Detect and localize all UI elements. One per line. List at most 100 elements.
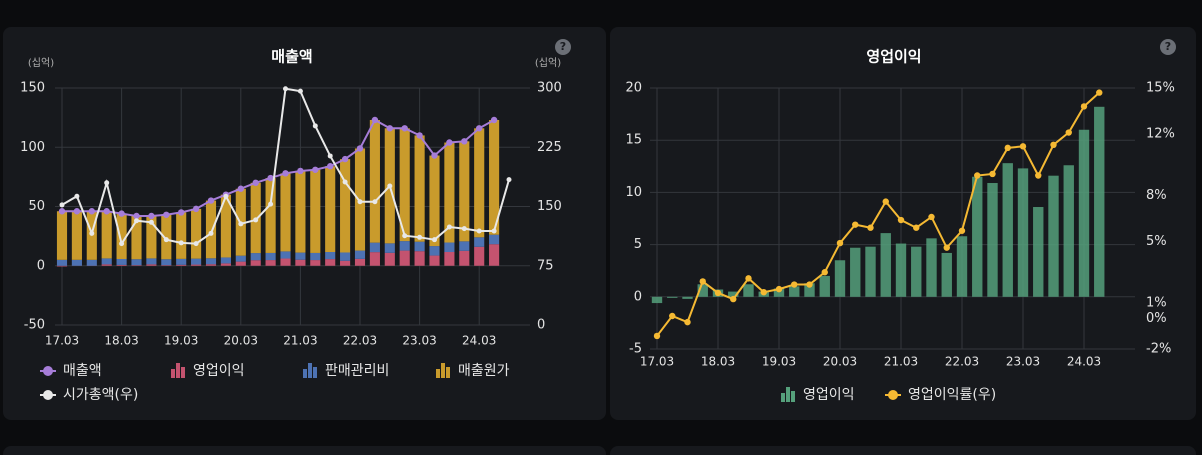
bar bbox=[489, 119, 500, 235]
point bbox=[699, 278, 706, 285]
point bbox=[192, 205, 200, 213]
bar bbox=[220, 257, 231, 264]
point bbox=[371, 116, 379, 124]
bar bbox=[429, 246, 440, 256]
point bbox=[491, 228, 497, 234]
help-icon[interactable] bbox=[1160, 39, 1176, 55]
y2-tick-label: 225 bbox=[537, 140, 562, 155]
x-tick-label: 19.03 bbox=[164, 334, 198, 348]
bar bbox=[250, 260, 261, 266]
bar bbox=[459, 250, 470, 266]
bar bbox=[71, 259, 82, 266]
point bbox=[178, 209, 185, 216]
bar bbox=[161, 259, 172, 266]
bar bbox=[295, 252, 306, 260]
legend-icon bbox=[43, 390, 53, 400]
bar bbox=[743, 284, 754, 297]
point bbox=[119, 241, 125, 247]
point bbox=[836, 239, 844, 247]
x-tick-label: 20.03 bbox=[823, 355, 857, 369]
x-tick-label: 22.03 bbox=[945, 355, 979, 369]
bar bbox=[414, 135, 425, 242]
point bbox=[208, 230, 214, 236]
point bbox=[432, 237, 437, 243]
x-tick-label: 24.03 bbox=[1067, 355, 1101, 369]
bar bbox=[384, 252, 395, 266]
legend-icon bbox=[441, 363, 445, 378]
legend-icon bbox=[786, 387, 790, 402]
bar bbox=[71, 211, 82, 260]
bar bbox=[101, 211, 112, 259]
bar bbox=[131, 215, 142, 260]
bar bbox=[176, 212, 187, 259]
point bbox=[267, 174, 274, 182]
help-icon[interactable] bbox=[555, 39, 571, 55]
y2-tick-label: 1% bbox=[1146, 295, 1167, 310]
point bbox=[401, 125, 408, 132]
bar bbox=[86, 259, 97, 266]
bar bbox=[280, 258, 291, 266]
bar bbox=[161, 265, 172, 266]
point bbox=[431, 152, 438, 159]
legend-label: 시가총액(우) bbox=[63, 387, 138, 403]
point bbox=[74, 193, 80, 199]
legend-label: 판매관리비 bbox=[325, 363, 389, 379]
help-text[interactable]: ? bbox=[560, 40, 566, 53]
bar bbox=[850, 247, 861, 297]
point bbox=[268, 201, 274, 207]
y-tick-label: 100 bbox=[20, 140, 45, 155]
point bbox=[1065, 129, 1072, 136]
bar bbox=[161, 214, 172, 260]
x-tick-label: 18.03 bbox=[701, 355, 735, 369]
point bbox=[791, 281, 798, 288]
point bbox=[163, 211, 170, 218]
point bbox=[237, 185, 244, 192]
point bbox=[148, 219, 154, 225]
bar bbox=[265, 252, 276, 261]
bar bbox=[369, 119, 380, 243]
point bbox=[852, 221, 859, 228]
bar bbox=[191, 258, 202, 265]
bar bbox=[191, 264, 202, 266]
legend-label: 영업이익률(우) bbox=[908, 387, 996, 403]
panel bbox=[610, 446, 1196, 455]
point bbox=[461, 226, 467, 232]
bar bbox=[310, 252, 321, 261]
bar bbox=[56, 259, 68, 266]
bar bbox=[941, 252, 952, 297]
x-tick-label: 17.03 bbox=[640, 355, 674, 369]
y2-tick-label: 0% bbox=[1146, 311, 1167, 326]
bar bbox=[399, 128, 410, 242]
bar bbox=[340, 260, 351, 266]
y-tick-label: 15 bbox=[625, 133, 642, 148]
point bbox=[238, 221, 244, 227]
bar bbox=[1078, 129, 1090, 297]
legend-icon bbox=[791, 391, 795, 402]
bar bbox=[429, 255, 440, 266]
point bbox=[327, 153, 333, 159]
legend-icon bbox=[781, 393, 785, 402]
bar bbox=[116, 258, 127, 265]
point bbox=[745, 275, 752, 282]
bar bbox=[926, 238, 937, 297]
bar bbox=[987, 183, 998, 297]
bar bbox=[911, 246, 922, 297]
point bbox=[386, 125, 393, 132]
bar bbox=[235, 261, 246, 266]
point bbox=[357, 199, 363, 205]
bar bbox=[56, 211, 68, 260]
point bbox=[417, 234, 423, 240]
point bbox=[118, 210, 125, 217]
y2-tick-label: 300 bbox=[537, 81, 562, 96]
point bbox=[653, 332, 661, 340]
bar bbox=[474, 237, 485, 247]
help-text[interactable]: ? bbox=[1165, 40, 1171, 53]
y-tick-label: 10 bbox=[625, 185, 642, 200]
legend-icon bbox=[176, 363, 180, 378]
bar bbox=[895, 243, 907, 297]
bar bbox=[235, 255, 246, 262]
bar bbox=[205, 258, 217, 265]
bar bbox=[819, 275, 830, 297]
y-tick-label: 5 bbox=[634, 237, 642, 252]
